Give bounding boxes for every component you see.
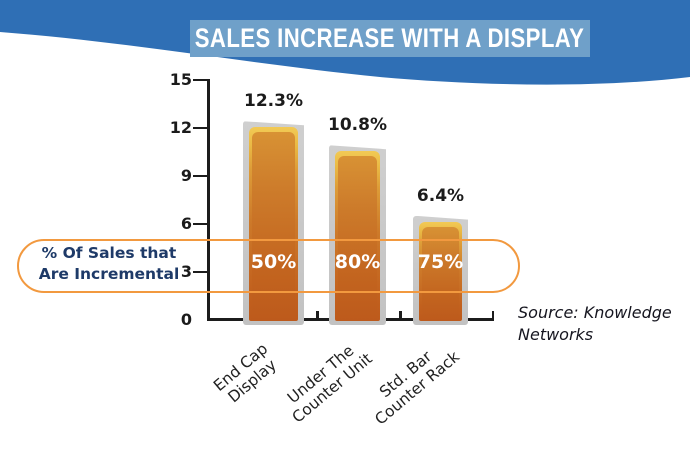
bar-value-label: 10.8% [328, 115, 387, 136]
x-axis-tick [316, 311, 319, 319]
incremental-share-value: 80% [334, 251, 381, 273]
annotation-line-1: % Of Sales that [41, 244, 177, 262]
bar-1 [243, 121, 304, 325]
bar-body [252, 132, 295, 321]
y-axis-tick-mark [193, 78, 208, 82]
annotation-line-2: Are Incremental [38, 265, 180, 283]
y-axis-tick-mark [193, 174, 208, 178]
page-title: SALES INCREASE WITH A DISPLAY [195, 23, 585, 53]
x-axis-tick [399, 311, 402, 319]
y-axis-line [207, 79, 210, 320]
bar-body [338, 156, 377, 321]
source-line-1: Source: Knowledge [518, 303, 672, 322]
y-axis-tick-label: 12 [169, 118, 192, 137]
y-axis-tick-mark [193, 270, 208, 274]
source-note: Source: Knowledge Networks [518, 302, 690, 347]
title-banner: SALES INCREASE WITH A DISPLAY [190, 20, 590, 57]
incremental-annotation-ring [17, 239, 520, 293]
incremental-annotation-label: % Of Sales that Are Incremental [20, 243, 198, 285]
bar-value-label: 12.3% [244, 91, 303, 112]
y-axis-tick-label: 15 [169, 70, 192, 89]
incremental-share-value: 50% [250, 251, 297, 273]
source-line-2: Networks [518, 325, 594, 345]
y-axis-tick-mark [193, 222, 208, 226]
bar-value-label: 6.4% [416, 185, 465, 206]
bar-2 [329, 145, 386, 325]
y-axis-tick-label: 9 [180, 166, 192, 185]
y-axis-tick-label: 3 [180, 262, 192, 281]
y-axis-tick-label: 0 [180, 310, 192, 329]
y-axis-tick-mark [193, 126, 208, 130]
y-axis-tick-label: 6 [180, 214, 192, 233]
incremental-share-value: 75% [417, 251, 464, 273]
x-axis-end-tick [491, 311, 494, 319]
bar-body [422, 226, 459, 321]
bar-3 [413, 215, 468, 325]
